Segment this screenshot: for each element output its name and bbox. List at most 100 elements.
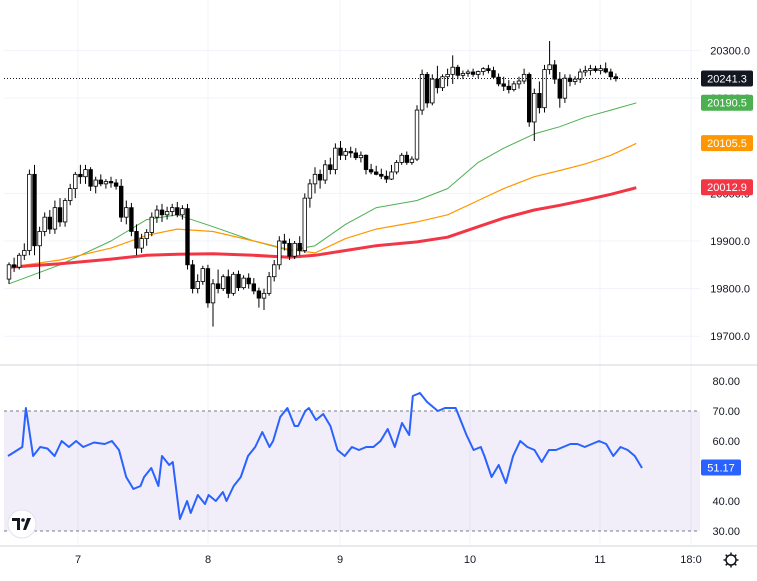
price-tick-label: 19700.0	[710, 331, 750, 343]
candle-body-down	[226, 276, 231, 294]
candle	[440, 74, 445, 92]
candle-body-up	[62, 200, 68, 223]
candle	[215, 269, 221, 294]
candle-body-down	[251, 283, 256, 292]
time-tick-label: 18:0	[680, 554, 701, 566]
candle-body-up	[542, 69, 547, 109]
candle	[572, 76, 578, 85]
candle	[302, 193, 307, 253]
candle-body-up	[144, 232, 149, 240]
candle	[180, 205, 185, 220]
candle	[363, 154, 369, 175]
candle	[37, 226, 42, 280]
ma-value-label-bg	[701, 179, 753, 196]
candle	[389, 164, 394, 181]
candle	[567, 74, 573, 87]
candle	[532, 88, 537, 142]
candle	[103, 179, 109, 189]
candles	[6, 41, 619, 327]
price-tick-label: 20300.0	[710, 46, 750, 58]
candle-body-up	[231, 273, 236, 294]
settings-icon[interactable]	[723, 552, 739, 568]
candle-body-down	[455, 66, 460, 76]
candle	[593, 65, 598, 73]
candle	[241, 275, 246, 290]
candle	[430, 74, 435, 106]
candle-body-up	[572, 78, 578, 82]
candle-body-up	[200, 268, 205, 282]
candle	[465, 69, 471, 77]
candle	[552, 60, 557, 84]
candle-body-up	[511, 83, 517, 90]
candle-body-down	[32, 173, 37, 247]
rsi-tick-label: 40.00	[712, 496, 740, 508]
candle	[578, 68, 583, 83]
candle	[338, 141, 343, 161]
candle	[379, 168, 384, 180]
candle	[124, 200, 129, 225]
candle	[52, 200, 58, 234]
candle	[496, 73, 501, 87]
candle-body-down	[317, 173, 323, 181]
candle	[154, 205, 160, 223]
candle-body-up	[73, 173, 78, 190]
candle-body-down	[373, 171, 379, 175]
candle	[195, 274, 200, 294]
candle-body-down	[129, 207, 134, 232]
candle-body-up	[6, 264, 12, 280]
ma-line	[8, 186, 637, 269]
rsi-line	[7, 392, 643, 520]
candle-body-up	[139, 238, 144, 249]
candle	[491, 66, 496, 80]
candle	[16, 252, 22, 270]
candle	[511, 81, 517, 92]
candle-body-down	[236, 273, 241, 289]
candle	[312, 167, 318, 194]
candle-body-down	[557, 78, 562, 99]
candle	[113, 179, 119, 190]
candle	[562, 74, 568, 103]
rsi-tick-label: 80.00	[712, 376, 740, 388]
candle-body-down	[379, 173, 384, 177]
candle-body-down	[282, 240, 287, 244]
candle-body-up	[180, 208, 185, 216]
candle-body-up	[598, 68, 603, 71]
candle	[368, 163, 374, 175]
candle-body-down	[88, 169, 93, 187]
candle-body-down	[552, 64, 557, 80]
candle-body-up	[164, 211, 170, 216]
last-price-label: 20241.3	[701, 70, 753, 87]
candle	[261, 288, 267, 311]
candle-body-up	[42, 216, 47, 232]
candle	[506, 80, 511, 94]
candle	[93, 176, 98, 194]
candle	[287, 238, 292, 261]
gear-tooth	[734, 563, 737, 566]
candle	[271, 260, 277, 282]
candle-body-up	[532, 93, 537, 123]
candle-body-down	[134, 231, 139, 249]
last-price-label-text: 20241.3	[707, 74, 747, 86]
candle-body-down	[246, 277, 251, 285]
candle-body-up	[588, 68, 593, 71]
candle	[435, 65, 440, 94]
candle-body-up	[307, 183, 313, 199]
logo-mark-t	[12, 518, 20, 530]
candle-body-down	[470, 71, 476, 75]
candle-body-up	[266, 276, 272, 294]
candle-body-up	[27, 173, 32, 251]
candle-body-up	[389, 171, 394, 180]
candle-body-down	[159, 209, 165, 216]
candle	[358, 151, 364, 163]
candle-body-up	[547, 64, 552, 71]
ma-value-label: 20105.5	[701, 135, 753, 152]
ma-value-label: 20012.9	[701, 179, 753, 196]
rsi-tick-label: 70.00	[712, 406, 740, 418]
candle	[57, 198, 63, 227]
candle-body-up	[210, 283, 216, 304]
candle	[317, 169, 323, 189]
candle-body-up	[414, 109, 420, 160]
candle-body-down	[537, 93, 542, 109]
